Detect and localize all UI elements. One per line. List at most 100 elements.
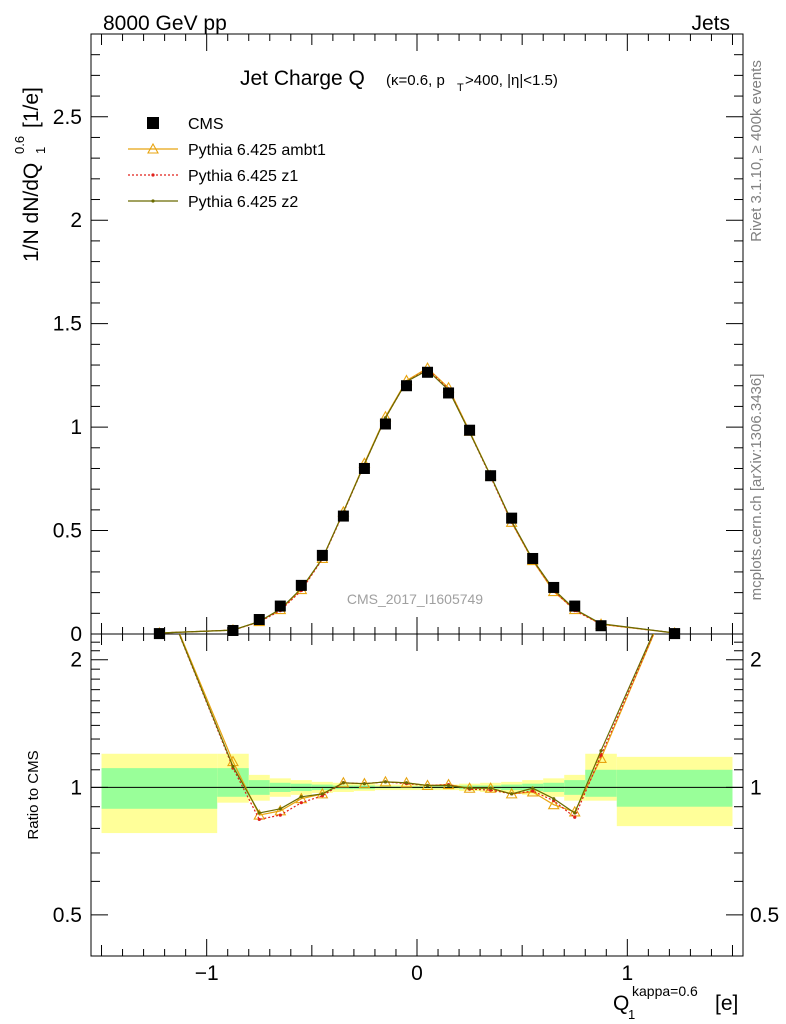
main-y-tick-labels: 0.5 1 1.5 2 2.5 0 bbox=[53, 106, 82, 646]
cms-data-point bbox=[669, 628, 681, 640]
mc-marker-ratio bbox=[467, 786, 472, 790]
cms-data-point bbox=[595, 620, 607, 632]
x-axis-label: Q 1 kappa=0.6 [e] bbox=[613, 983, 738, 1022]
mc-curves-ratio bbox=[154, 580, 680, 822]
legend-marker bbox=[147, 142, 159, 154]
mc-marker-ratio bbox=[510, 792, 514, 796]
legend-label: CMS bbox=[188, 116, 224, 133]
mc-marker-ratio bbox=[299, 801, 303, 805]
mc-marker-ratio bbox=[552, 797, 556, 801]
y-tick-label: 2.5 bbox=[53, 106, 82, 129]
x-tick-label: −1 bbox=[195, 962, 219, 985]
y-tick-label: 1.5 bbox=[53, 313, 82, 336]
legend-marker bbox=[151, 199, 155, 203]
mc-marker-ratio bbox=[442, 778, 455, 790]
mc-marker-ratio bbox=[573, 815, 577, 819]
title-subscript: T bbox=[457, 82, 464, 94]
mc-marker-ratio bbox=[341, 781, 345, 785]
y-tick-label: 2 bbox=[70, 209, 82, 232]
header-left: 8000 GeV pp bbox=[103, 12, 227, 35]
ratio-tick-label-right: 0.5 bbox=[750, 904, 779, 927]
ratio-y-axis-label: Ratio to CMS bbox=[25, 750, 42, 839]
ratio-tick-label-right: 2 bbox=[750, 649, 762, 672]
legend-label: Pythia 6.425 ambt1 bbox=[188, 142, 326, 159]
legend-label: Pythia 6.425 z2 bbox=[188, 194, 298, 211]
mc-marker-ratio bbox=[573, 811, 577, 815]
cms-data-point bbox=[295, 579, 307, 591]
title-main: Jet Charge Q bbox=[240, 67, 365, 90]
cms-data-point bbox=[153, 628, 165, 640]
ratio-tick-label-right: 1 bbox=[750, 776, 762, 799]
mc-marker-ratio bbox=[425, 783, 430, 788]
mc-marker-ratio bbox=[531, 786, 535, 790]
mc-marker-ratio bbox=[158, 583, 161, 586]
ratio-tick-label-left: 0.5 bbox=[53, 904, 82, 927]
mc-marker-ratio bbox=[673, 583, 676, 586]
cms-data-point bbox=[358, 462, 370, 474]
x-tick-label: 0 bbox=[411, 962, 423, 985]
mcplots-label: mcplots.cern.ch [arXiv:1306.3436] bbox=[748, 374, 765, 601]
cms-data-point bbox=[227, 624, 239, 636]
y-label-unit: [1/e] bbox=[20, 87, 43, 128]
stat-uncertainty-band bbox=[585, 769, 617, 797]
y-axis-label: 1/N dN/dQ 1 0.6 [1/e] bbox=[12, 87, 48, 262]
ratio-tick-label-left: 1 bbox=[70, 776, 82, 799]
cms-data-point bbox=[337, 510, 349, 522]
mc-marker-ratio bbox=[404, 781, 409, 785]
cms-data-point bbox=[274, 600, 286, 612]
mc-marker-ratio bbox=[278, 813, 282, 817]
mc-marker-ratio bbox=[547, 798, 560, 810]
mc-marker-ratio bbox=[278, 807, 282, 811]
mc-marker-ratio bbox=[670, 580, 680, 589]
y-tick-label-zero: 0 bbox=[70, 623, 82, 646]
cms-data-point bbox=[379, 418, 391, 430]
mc-marker-ratio bbox=[231, 764, 235, 769]
cms-data-point bbox=[400, 380, 412, 392]
stat-uncertainty-band bbox=[101, 768, 218, 809]
mc-marker-ratio bbox=[316, 787, 329, 799]
stat-uncertainty-band bbox=[217, 768, 249, 797]
mc-marker-ratio bbox=[337, 776, 350, 788]
ratio-tick-label-left: 2 bbox=[70, 649, 82, 672]
mc-marker-ratio bbox=[599, 749, 603, 753]
mc-marker-ratio bbox=[446, 783, 451, 788]
cms-data-points bbox=[153, 366, 681, 640]
legend-marker bbox=[151, 173, 155, 177]
y-label-sup: 0.6 bbox=[12, 136, 27, 154]
cms-data-point bbox=[548, 581, 560, 593]
mc-marker-ratio bbox=[299, 795, 303, 799]
cms-data-point bbox=[506, 512, 518, 524]
x-label-unit: [e] bbox=[715, 992, 738, 1015]
mc-marker-ratio bbox=[383, 780, 388, 784]
title-detail: (κ=0.6, p bbox=[386, 72, 445, 89]
axis-ticks bbox=[91, 33, 743, 957]
x-tick-label: 1 bbox=[621, 962, 633, 985]
analysis-watermark: CMS_2017_I1605749 bbox=[347, 591, 483, 607]
y-label-main: 1/N dN/dQ bbox=[20, 163, 43, 262]
x-label-main: Q bbox=[613, 992, 629, 1015]
x-label-sup: kappa=0.6 bbox=[632, 983, 698, 999]
mc-marker-ratio bbox=[320, 792, 324, 796]
mc-marker-ratio bbox=[257, 811, 261, 815]
header-right: Jets bbox=[691, 12, 730, 35]
cms-data-point bbox=[253, 614, 265, 626]
mc-curve-ratio bbox=[178, 634, 654, 814]
mc-marker-ratio bbox=[379, 775, 392, 787]
cms-data-point bbox=[422, 366, 434, 378]
x-tick-labels: −1 0 1 bbox=[195, 962, 633, 985]
mc-marker-ratio bbox=[599, 753, 603, 757]
cms-data-point bbox=[527, 552, 539, 564]
mc-marker-ratio bbox=[362, 782, 367, 786]
mc-marker-ratio bbox=[257, 817, 261, 822]
y-tick-label: 0.5 bbox=[53, 520, 82, 543]
cms-data-point bbox=[443, 387, 455, 399]
legend-label: Pythia 6.425 z1 bbox=[188, 168, 298, 185]
rivet-version-label: Rivet 3.1.10, ≥ 400k events bbox=[748, 60, 765, 242]
mc-marker-ratio bbox=[489, 786, 493, 790]
legend-marker-cms bbox=[147, 117, 159, 129]
legend: CMS Pythia 6.425 ambt1 Pythia 6.425 z1 Pyth… bbox=[128, 116, 326, 211]
mc-marker-ratio bbox=[673, 583, 676, 586]
mc-marker-ratio bbox=[154, 580, 164, 589]
y-tick-label: 1 bbox=[70, 416, 82, 439]
